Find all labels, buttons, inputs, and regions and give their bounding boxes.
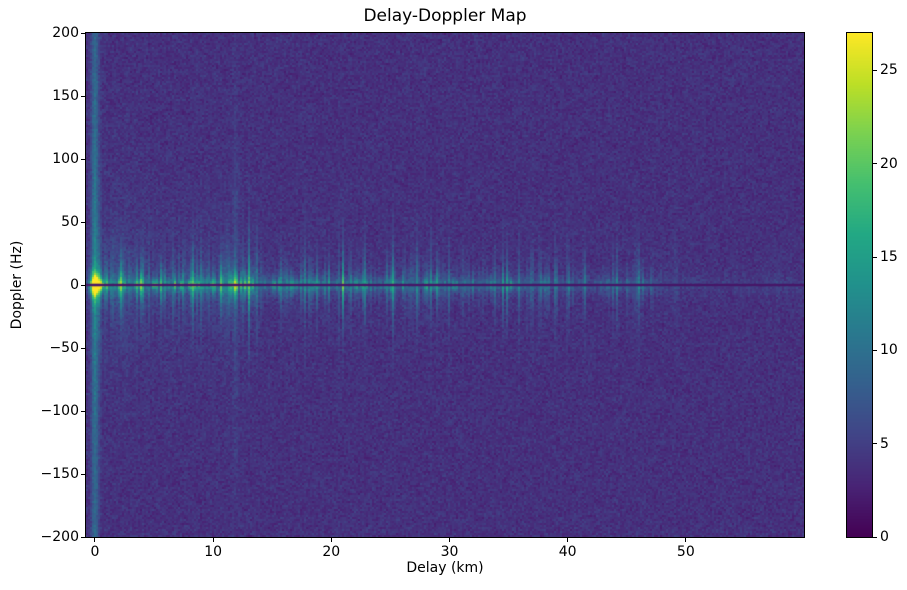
- y-tick-label: 100: [52, 151, 79, 167]
- y-axis-label: Doppler (Hz): [9, 240, 25, 330]
- y-tick-mark: [81, 32, 85, 34]
- heatmap-plot-area: [85, 32, 805, 538]
- colorbar-tick-label: 15: [880, 249, 898, 265]
- colorbar-tick-label: 10: [880, 342, 898, 359]
- y-tick-mark: [81, 347, 85, 349]
- y-tick-mark: [81, 410, 85, 412]
- colorbar-tick-mark: [873, 69, 877, 71]
- y-tick-mark: [81, 95, 85, 97]
- y-tick-label: −150: [40, 466, 79, 482]
- heatmap-canvas: [86, 33, 804, 537]
- y-tick-mark: [81, 158, 85, 160]
- x-tick-mark: [685, 538, 687, 542]
- y-tick-mark: [81, 536, 85, 538]
- y-tick-label: −100: [40, 403, 79, 419]
- y-tick-label: −50: [49, 340, 79, 356]
- colorbar-tick-label: 25: [880, 62, 898, 79]
- colorbar-tick-mark: [873, 443, 877, 445]
- y-tick-label: 50: [61, 214, 79, 230]
- y-tick-label: 200: [52, 25, 79, 41]
- chart-title: Delay-Doppler Map: [363, 6, 527, 26]
- y-tick-mark: [81, 284, 85, 286]
- colorbar-tick-mark: [873, 163, 877, 165]
- x-tick-mark: [330, 538, 332, 542]
- x-tick-mark: [94, 538, 96, 542]
- y-tick-label: 0: [70, 277, 79, 293]
- colorbar-tick-label: 20: [880, 155, 898, 172]
- x-tick-label: 30: [440, 544, 459, 560]
- y-tick-mark: [81, 473, 85, 475]
- colorbar-tick-mark: [873, 536, 877, 538]
- x-tick-label: 10: [204, 544, 223, 560]
- colorbar-tick-label: 0: [880, 529, 889, 545]
- x-tick-mark: [448, 538, 450, 542]
- x-tick-mark: [212, 538, 214, 542]
- colorbar-gradient-canvas: [847, 33, 872, 537]
- y-tick-label: 150: [52, 88, 79, 104]
- colorbar-tick-mark: [873, 349, 877, 351]
- colorbar: [846, 32, 873, 538]
- y-tick-mark: [81, 221, 85, 223]
- colorbar-tick-mark: [873, 256, 877, 258]
- colorbar-tick-label: 5: [880, 435, 889, 452]
- x-tick-label: 50: [676, 544, 695, 560]
- x-tick-label: 40: [558, 544, 577, 560]
- y-tick-label: −200: [40, 529, 79, 545]
- x-tick-label: 20: [322, 544, 341, 560]
- x-tick-mark: [567, 538, 569, 542]
- x-axis-label: Delay (km): [406, 560, 484, 576]
- x-tick-label: 0: [90, 544, 100, 560]
